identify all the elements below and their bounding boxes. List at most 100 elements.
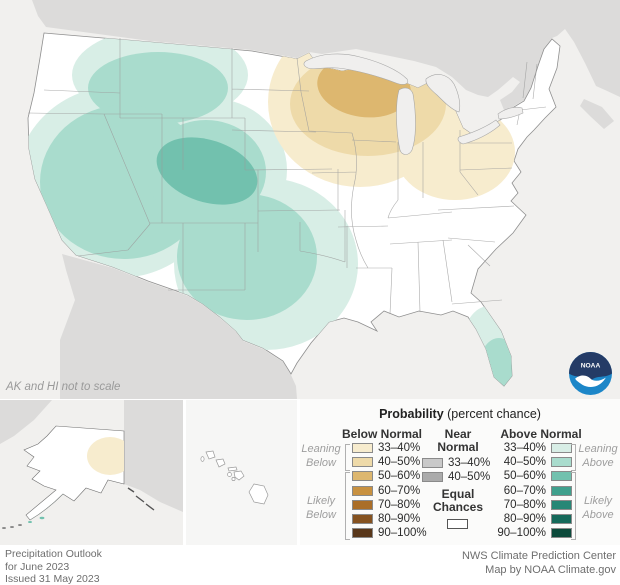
legend-row: 90–100% <box>352 526 427 540</box>
range-label: 33–40% <box>503 442 546 455</box>
above-normal-header: Above Normal <box>500 427 582 441</box>
lake-huron <box>425 74 461 113</box>
canada-region-ak <box>124 400 183 512</box>
range-label: 70–80% <box>503 498 546 511</box>
legend-title: Probability (percent chance) <box>379 407 541 421</box>
conus-map <box>0 0 620 399</box>
range-label: 33–40% <box>378 442 421 455</box>
range-label: 80–90% <box>378 513 421 526</box>
color-swatch <box>422 458 443 468</box>
color-swatch <box>551 471 572 482</box>
range-label: 50–60% <box>503 470 546 483</box>
color-swatch <box>352 485 373 496</box>
leaning-above-bracket <box>571 444 576 471</box>
likely-above-bracket <box>571 472 576 540</box>
color-swatch <box>551 457 572 468</box>
credit-line: NWS Climate Prediction Center <box>461 550 616 562</box>
color-swatch <box>352 499 373 510</box>
legend-row: 70–80% <box>478 498 572 512</box>
island-maui <box>233 470 245 481</box>
lake-michigan <box>396 87 416 155</box>
range-label: 50–60% <box>378 470 421 483</box>
island-kahoolawe <box>231 477 236 481</box>
color-swatch <box>352 443 373 454</box>
range-label: 90–100% <box>378 527 427 540</box>
likely-above-label: Likely Above <box>582 495 614 521</box>
alaska-below-region <box>87 437 124 475</box>
color-swatch <box>551 528 572 539</box>
legend-row: 80–90% <box>352 512 427 526</box>
color-swatch <box>352 471 373 482</box>
near-normal-scale: 33–40% 40–50% <box>422 456 490 484</box>
caption-line: Precipitation Outlook <box>5 548 102 560</box>
legend-row: 60–70% <box>352 484 427 498</box>
caption-line: Issued 31 May 2023 <box>5 573 100 585</box>
range-label: 90–100% <box>497 527 546 540</box>
aleutian-islands <box>2 516 45 529</box>
color-swatch <box>352 528 373 539</box>
likely-below-bracket <box>345 472 350 540</box>
legend-row: 40–50% <box>352 455 427 469</box>
color-swatch <box>551 499 572 510</box>
probability-legend: Probability (percent chance) Below Norma… <box>300 399 620 545</box>
range-label: 70–80% <box>378 498 421 511</box>
island-oahu <box>215 458 226 468</box>
color-swatch <box>352 457 373 468</box>
legend-row: 50–60% <box>478 469 572 483</box>
legend-row: 40–50% <box>478 455 572 469</box>
color-swatch <box>551 443 572 454</box>
island-molokai <box>227 466 238 472</box>
state-borders <box>27 38 547 315</box>
alaska-panhandle-islands <box>127 487 155 511</box>
legend-row: 60–70% <box>478 484 572 498</box>
range-label: 40–50% <box>378 456 421 469</box>
map-credit: NWS Climate Prediction Center Map by NOA… <box>462 550 616 577</box>
range-label: 60–70% <box>503 484 546 497</box>
noaa-logo-text: NOAA <box>581 362 601 369</box>
range-label: 40–50% <box>448 471 491 483</box>
legend-row: 70–80% <box>352 498 427 512</box>
equal-chances-swatch <box>447 519 468 529</box>
legend-row: 33–40% <box>422 456 490 470</box>
legend-row: 80–90% <box>478 512 572 526</box>
hawaiian-islands <box>200 450 269 505</box>
legend-row: 33–40% <box>478 441 572 455</box>
likely-below-label: Likely Below <box>306 495 336 521</box>
above-normal-scale: 33–40% 40–50% 50–60% 60–70% 70–80% 80–90… <box>478 441 572 540</box>
lake-erie <box>457 119 501 145</box>
color-swatch <box>422 472 443 482</box>
vancouver-island <box>96 0 160 24</box>
legend-row: 50–60% <box>352 469 427 483</box>
alaska-inset-map <box>0 400 183 545</box>
above-normal-region <box>28 33 518 386</box>
color-swatch <box>551 514 572 525</box>
noaa-logo: NOAA <box>568 351 613 396</box>
lake-superior <box>303 53 409 85</box>
range-label: 40–50% <box>503 456 546 469</box>
island-lanai <box>227 472 232 477</box>
great-lakes <box>303 53 524 155</box>
mexico-region <box>60 254 297 399</box>
map-scale-note: AK and HI not to scale <box>6 381 121 393</box>
legend-row: 40–50% <box>422 470 490 484</box>
nova-scotia-region <box>580 99 614 129</box>
legend-row: 90–100% <box>478 526 572 540</box>
equal-chances-header: Equal Chances <box>432 487 484 514</box>
map-caption: Precipitation Outlook for June 2023 Issu… <box>5 548 102 585</box>
color-swatch <box>352 514 373 525</box>
legend-row: 33–40% <box>352 441 427 455</box>
range-label: 80–90% <box>503 513 546 526</box>
island-niihau <box>200 456 205 462</box>
below-normal-header: Below Normal <box>341 427 422 441</box>
footer: Precipitation Outlook for June 2023 Issu… <box>0 545 620 585</box>
color-swatch <box>551 485 572 496</box>
hawaii-inset-map <box>186 400 297 545</box>
island-kauai <box>205 450 216 460</box>
leaning-below-bracket <box>345 444 350 471</box>
russia-region <box>0 400 52 444</box>
range-label: 60–70% <box>378 484 421 497</box>
leaning-below-label: Leaning Below <box>301 443 341 469</box>
noaa-logo-svg: NOAA <box>569 352 612 395</box>
near-normal-header: Near Normal <box>437 427 479 454</box>
canada-region <box>0 0 620 115</box>
